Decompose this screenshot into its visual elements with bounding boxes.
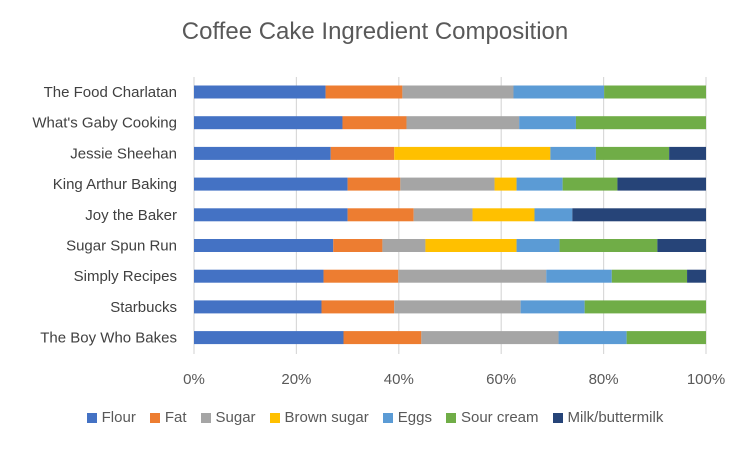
legend-item: Brown sugar [269,409,369,426]
bar-segment [626,331,706,345]
bar-segment [604,85,706,99]
bar-segment [421,331,559,345]
category-label: Starbucks [110,299,177,316]
bar-segment [398,269,547,283]
legend-label: Fat [164,409,187,426]
bar-segment [559,239,658,252]
bar-segment [394,146,551,160]
x-tick-label: 80% [589,371,619,388]
bar-segment [194,177,348,191]
bar-segment [534,208,573,222]
bar-segment [323,269,399,283]
legend-label: Milk/buttermilk [567,409,664,426]
x-tick-label: 20% [281,371,311,388]
x-tick-label: 60% [486,371,516,388]
legend-item: Fat [149,409,187,426]
bar-segment [519,116,576,130]
category-label: King Arthur Baking [53,176,177,193]
bar-segment [194,300,322,314]
x-tick-label: 0% [183,371,205,388]
legend-item: Sugar [200,409,256,426]
category-label: What's Gaby Cooking [32,115,177,132]
x-tick-label: 100% [687,371,725,388]
category-label: Simply Recipes [74,268,177,285]
legend-swatch [552,412,563,423]
bar-segment [513,85,605,99]
legend-swatch [382,412,393,423]
bar-segment [413,208,473,222]
bar-segment [669,146,706,160]
bar-segment [330,146,395,160]
legend-label: Eggs [397,409,432,426]
bar-segment [333,239,383,252]
bar-segment [494,177,517,191]
bar-segment [657,239,706,252]
bar-segment [516,239,560,252]
bar-segment [546,269,612,283]
bar-segment [402,85,514,99]
bar-segment [575,116,706,130]
legend-label: Flour [101,409,136,426]
bar-segment [558,331,627,345]
bar-segment [194,208,348,222]
bar-segment [194,331,344,345]
category-label: Jessie Sheehan [70,145,177,162]
legend-label: Sour cream [460,409,539,426]
bar-segment [194,146,331,160]
legend-swatch [445,412,456,423]
bar-segment [347,177,401,191]
chart-title: Coffee Cake Ingredient Composition [181,18,569,45]
category-label: The Boy Who Bakes [40,330,177,347]
bar-segment [550,146,596,160]
bar-segment [194,116,343,130]
bar-segment [194,269,324,283]
bar-segment [425,239,517,252]
legend-swatch [269,412,280,423]
bar-segment [617,177,706,191]
bar-segment [584,300,706,314]
bar-segment [394,300,521,314]
bar-segment [343,331,422,345]
legend-label: Brown sugar [284,409,369,426]
bar-segment [562,177,618,191]
bar-segment [516,177,563,191]
bar-segment [406,116,520,130]
legend-label: Sugar [215,409,256,426]
bar-segment [472,208,535,222]
legend-swatch [200,412,211,423]
category-label: The Food Charlatan [44,84,177,101]
bar-segment [321,300,395,314]
bar-segment [194,85,326,99]
bar-segment [611,269,688,283]
bar-segment [342,116,407,130]
bar-segment [687,269,706,283]
legend-item: Sour cream [445,409,539,426]
bar-segment [347,208,414,222]
bar-segment [520,300,585,314]
category-label: Joy the Baker [85,207,177,224]
legend-swatch [86,412,97,423]
x-tick-label: 40% [384,371,414,388]
bar-segment [382,239,426,252]
bar-segment [400,177,495,191]
legend-item: Eggs [382,409,432,426]
legend-item: Milk/buttermilk [552,409,664,426]
category-label: Sugar Spun Run [66,238,177,255]
legend-item: Flour [86,409,136,426]
legend-swatch [149,412,160,423]
legend: Flour Fat Sugar Brown sugar Eggs Sour cream Mi… [0,409,750,426]
bar-segment [572,208,706,222]
bar-segment [595,146,670,160]
bar-segment [194,239,334,252]
bar-segment [325,85,403,99]
